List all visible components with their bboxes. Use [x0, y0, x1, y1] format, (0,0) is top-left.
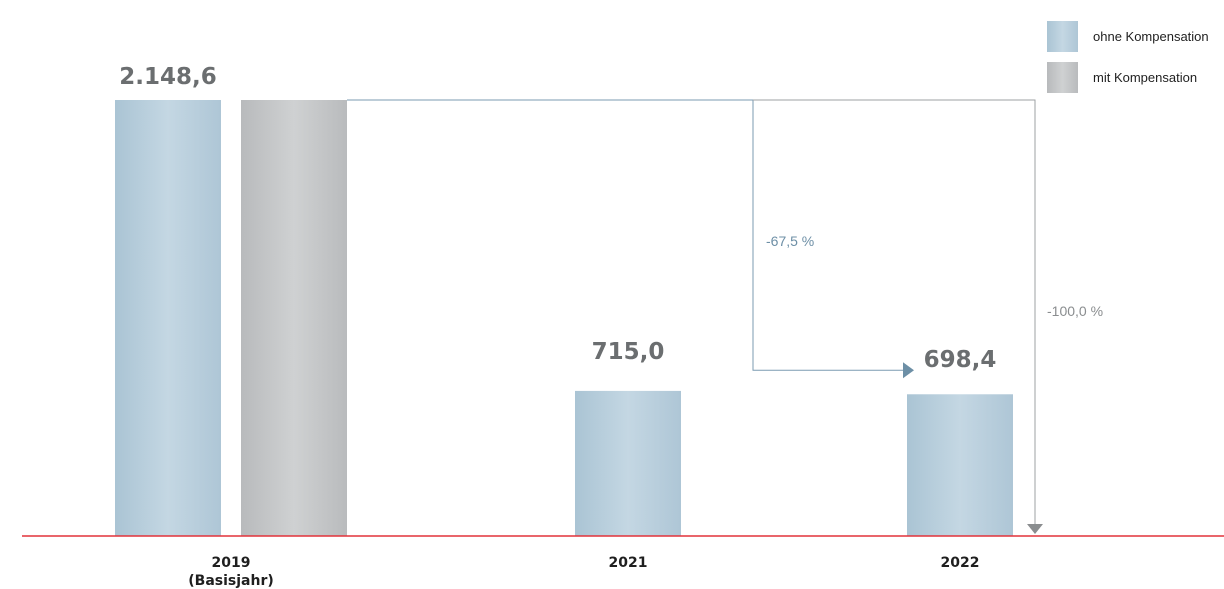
annotation-change-2022: -67,5 %: [766, 233, 814, 249]
bar-2021-ohne: [575, 390, 681, 536]
value-label-2021: 715,0: [592, 339, 665, 365]
bar-2019-ohne: [115, 100, 221, 536]
connector-line-compensated: [753, 99, 1036, 524]
arrow-head-2022: [903, 362, 914, 379]
category-label-2021: 2021: [609, 555, 648, 571]
arrow-head-compensated: [1027, 524, 1043, 534]
connector-line-2022: [347, 99, 903, 371]
connectors-group: [347, 99, 1043, 534]
category-label-2019: 2019: [212, 555, 251, 571]
legend-swatch-mit: [1047, 62, 1078, 93]
legend: ohne Kompensation mit Kompensation: [1047, 21, 1209, 93]
annotation-change-compensated: -100,0 %: [1047, 303, 1103, 319]
bars-group: [115, 100, 1013, 536]
value-label-2022: 698,4: [924, 347, 997, 373]
legend-label-mit: mit Kompensation: [1093, 70, 1197, 85]
legend-label-ohne: ohne Kompensation: [1093, 29, 1209, 44]
category-label-2019-sub: (Basisjahr): [188, 573, 274, 589]
bar-2022-ohne: [907, 394, 1013, 536]
category-label-2022: 2022: [941, 555, 980, 571]
legend-swatch-ohne: [1047, 21, 1078, 52]
value-label-2019: 2.148,6: [119, 64, 217, 90]
bar-2019-mit: [241, 100, 347, 536]
